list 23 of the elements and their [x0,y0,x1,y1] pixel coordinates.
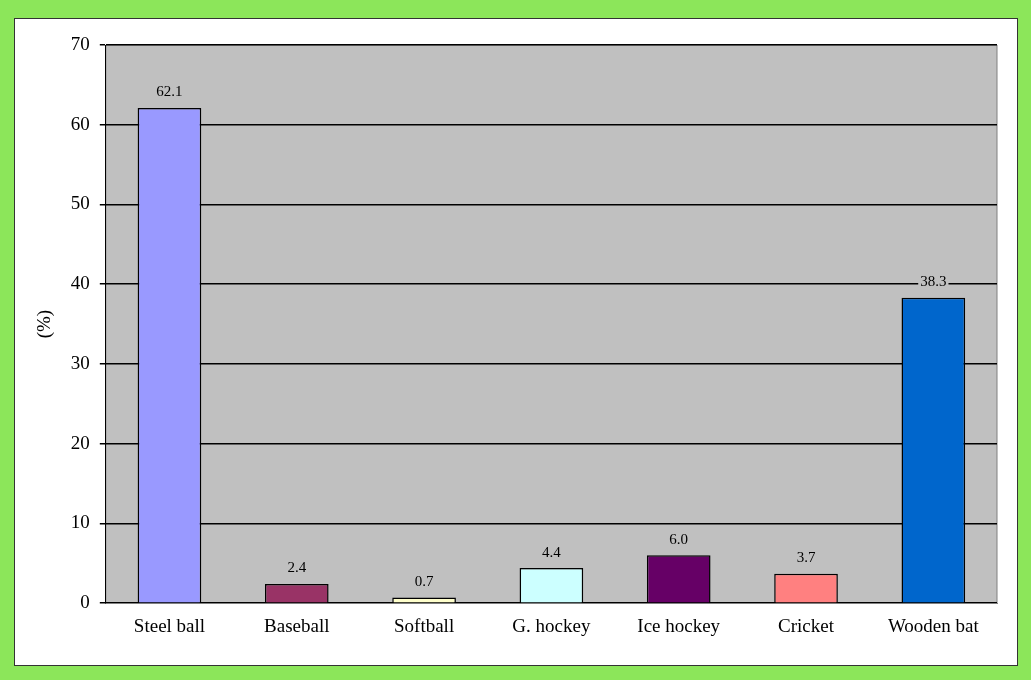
data-label: 0.7 [414,573,434,590]
data-label: 4.4 [542,543,562,560]
y-tick-label: 20 [70,431,90,453]
x-tick-label: Cricket [778,614,835,636]
data-label: 38.3 [920,273,947,290]
y-tick-label: 40 [70,272,90,294]
data-label: 3.7 [796,549,816,566]
x-tick-label: Ice hockey [637,614,721,636]
x-tick-label: Steel ball [133,614,206,636]
y-tick-label: 70 [70,32,90,54]
x-tick-label: Baseball [264,614,330,636]
y-tick-label: 30 [70,351,90,373]
y-axis-title: (%) [33,309,56,339]
y-tick-label: 60 [70,112,90,134]
y-tick-label: 50 [70,192,90,214]
data-label: 2.4 [287,559,307,576]
data-label: 6.0 [669,530,689,547]
data-label: 62.1 [156,83,183,100]
y-tick-label: 10 [70,511,90,533]
x-tick-label: Softball [394,614,455,636]
y-tick-label: 0 [80,591,90,613]
x-tick-label: G. hockey [512,614,591,636]
x-tick-label: Wooden bat [887,614,980,636]
